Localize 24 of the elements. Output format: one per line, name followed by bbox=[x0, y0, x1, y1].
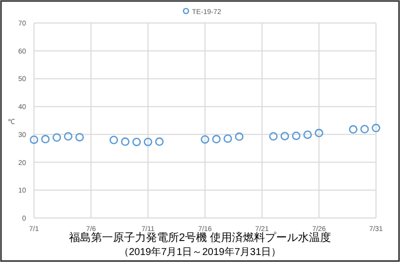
point bbox=[144, 138, 152, 146]
point bbox=[30, 135, 38, 144]
point bbox=[360, 124, 369, 134]
point bbox=[200, 135, 210, 144]
point bbox=[75, 132, 84, 142]
point bbox=[280, 132, 290, 140]
point bbox=[292, 132, 300, 140]
point bbox=[110, 136, 118, 144]
point bbox=[41, 134, 50, 144]
text: （2019年7月1日～2019年7月31日） bbox=[118, 246, 282, 258]
point bbox=[303, 130, 312, 139]
point bbox=[348, 125, 358, 134]
point bbox=[132, 138, 141, 146]
point bbox=[64, 132, 72, 141]
point bbox=[212, 134, 221, 144]
point bbox=[314, 128, 324, 138]
point bbox=[224, 134, 232, 143]
point bbox=[234, 132, 244, 141]
point bbox=[120, 137, 130, 146]
point bbox=[269, 132, 278, 141]
point bbox=[52, 133, 62, 142]
text: 福島第一原子力発電所2号機 使用済燃料プール水温度 bbox=[68, 231, 332, 244]
point bbox=[155, 137, 164, 146]
point bbox=[372, 124, 380, 132]
